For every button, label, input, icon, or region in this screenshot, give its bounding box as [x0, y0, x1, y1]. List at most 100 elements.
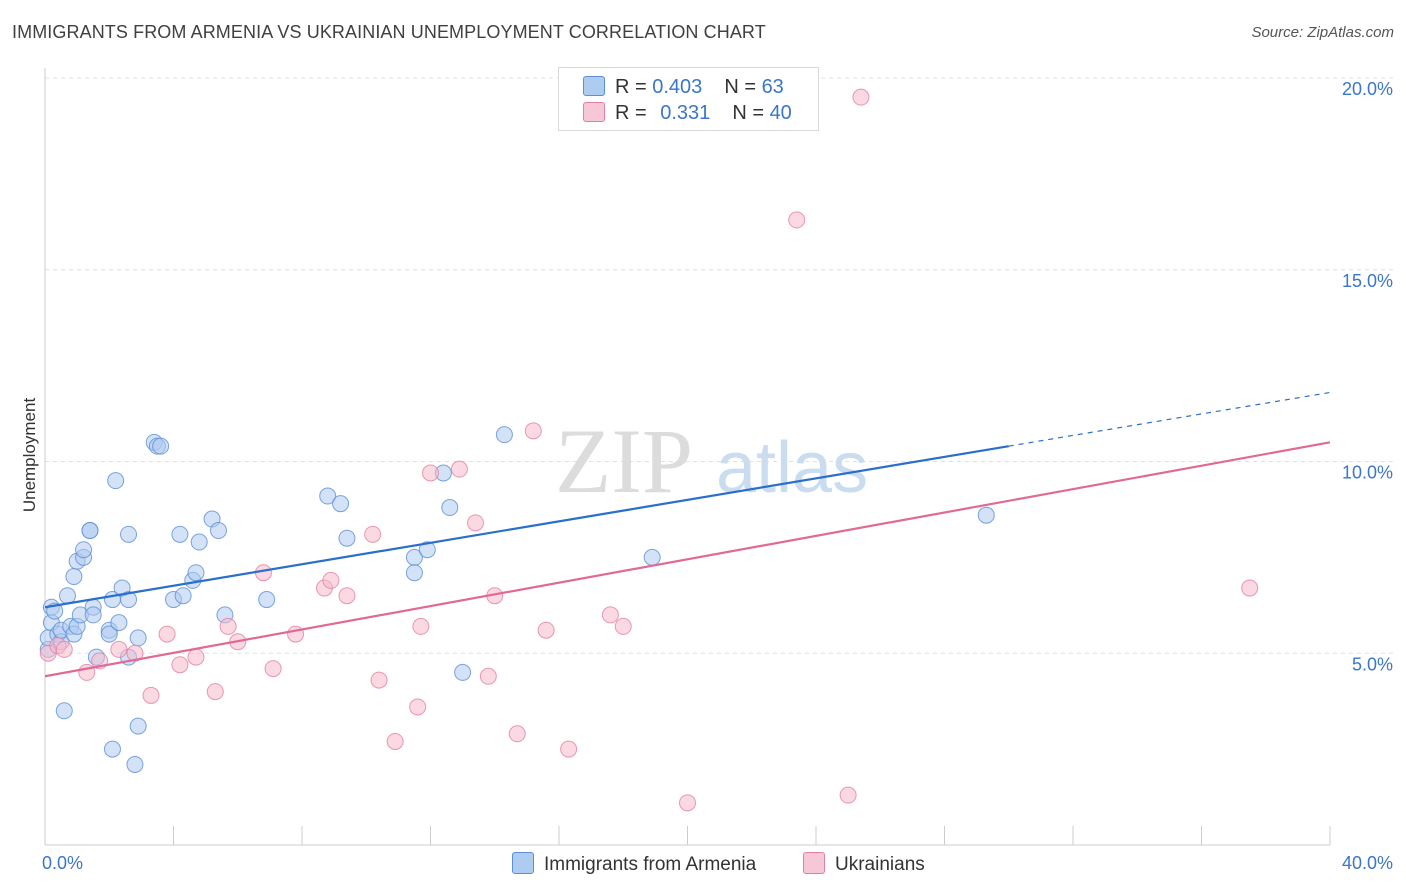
data-point-armenia [338, 529, 356, 547]
data-point-armenia [129, 717, 147, 735]
data-point-armenia [75, 541, 93, 559]
data-point-armenia [81, 522, 99, 540]
chart-source: Source: ZipAtlas.com [1251, 24, 1394, 41]
data-point-ukrainians [219, 617, 237, 635]
data-point-ukrainians [537, 621, 555, 639]
data-point-armenia [405, 564, 423, 582]
data-point-armenia [120, 591, 138, 609]
data-point-ukrainians [614, 617, 632, 635]
bottom-legend-armenia: Immigrants from Armenia [512, 852, 756, 876]
legend-n-value: 63 [761, 76, 784, 98]
data-point-ukrainians [409, 698, 427, 716]
data-point-armenia [107, 472, 125, 490]
y-tick-label: 10.0% [1342, 463, 1393, 483]
data-point-armenia [643, 548, 661, 566]
legend-n-label: N = [732, 102, 770, 124]
data-point-armenia [441, 499, 459, 517]
bottom-legend-ukrainians: Ukrainians [803, 852, 925, 876]
data-point-ukrainians [171, 656, 189, 674]
data-point-armenia [120, 525, 138, 543]
legend-r-value: 0.331 [660, 102, 711, 124]
data-point-armenia [319, 487, 337, 505]
x-tick-label: 40.0% [1342, 853, 1393, 873]
data-point-armenia [103, 740, 121, 758]
data-point-ukrainians [386, 732, 404, 750]
trend-line-ukrainians [44, 441, 1331, 678]
data-point-ukrainians [852, 88, 870, 106]
data-points [39, 88, 1259, 812]
data-point-ukrainians [338, 587, 356, 605]
y-tick-label: 5.0% [1352, 654, 1393, 674]
watermark-zip: ZIP [555, 410, 693, 512]
data-point-ukrainians [206, 683, 224, 701]
data-point-ukrainians [560, 740, 578, 758]
data-point-armenia [129, 629, 147, 647]
data-point-armenia [332, 495, 350, 513]
y-tick-label: 15.0% [1342, 271, 1393, 291]
chart-title: IMMIGRANTS FROM ARMENIA VS UKRAINIAN UNE… [12, 22, 766, 42]
axes [44, 68, 1331, 846]
data-point-armenia [190, 533, 208, 551]
bottom-legend-swatch-ukrainians [803, 852, 825, 874]
data-point-armenia [84, 606, 102, 624]
legend-r-label: R = [615, 102, 653, 124]
stats-legend-row-ukrainians: R = 0.331 N = 40 [583, 102, 792, 126]
data-point-ukrainians [110, 640, 128, 658]
data-point-armenia [418, 541, 436, 559]
data-point-armenia [126, 755, 144, 773]
data-point-ukrainians [1241, 579, 1259, 597]
data-point-ukrainians [450, 460, 468, 478]
watermark-atlas: atlas [716, 428, 868, 508]
stats-legend: R = 0.403 N = 63 R = 0.331 N = 40 [558, 67, 819, 131]
data-point-armenia [209, 522, 227, 540]
data-point-armenia [454, 663, 472, 681]
data-point-ukrainians [55, 640, 73, 658]
data-point-armenia [171, 525, 189, 543]
trend-lines [44, 391, 1331, 678]
data-point-ukrainians [479, 667, 497, 685]
data-point-ukrainians [364, 525, 382, 543]
legend-r-label: R = [615, 76, 653, 98]
data-point-armenia [65, 568, 83, 586]
data-point-ukrainians [322, 571, 340, 589]
bottom-legend-label-armenia: Immigrants from Armenia [544, 854, 757, 875]
data-point-ukrainians [187, 648, 205, 666]
legend-n-label: N = [724, 76, 762, 98]
data-point-ukrainians [412, 617, 430, 635]
grid-lines [45, 77, 1395, 654]
data-point-ukrainians [370, 671, 388, 689]
data-point-armenia [58, 587, 76, 605]
data-point-ukrainians [466, 514, 484, 532]
data-point-ukrainians [142, 686, 160, 704]
data-point-armenia [187, 564, 205, 582]
data-point-armenia [100, 625, 118, 643]
data-point-ukrainians [264, 660, 282, 678]
data-point-armenia [495, 426, 513, 444]
data-point-ukrainians [839, 786, 857, 804]
legend-n-value: 40 [769, 102, 792, 124]
trend-line-armenia-extension [1008, 391, 1331, 447]
tick-labels: 5.0% 10.0% 15.0% 20.0% 0.0% 40.0% [42, 79, 1393, 873]
data-point-armenia [55, 702, 73, 720]
bottom-legend-swatch-armenia [512, 852, 534, 874]
data-point-ukrainians [287, 625, 305, 643]
legend-swatch-armenia [583, 76, 605, 96]
data-point-armenia [152, 437, 170, 455]
bottom-legend-label-ukrainians: Ukrainians [835, 854, 925, 875]
x-tick-label: 0.0% [42, 853, 83, 873]
y-tick-label: 20.0% [1342, 79, 1393, 99]
data-point-ukrainians [126, 644, 144, 662]
data-point-ukrainians [788, 211, 806, 229]
data-point-armenia [174, 587, 192, 605]
watermark: ZIP atlas [555, 410, 868, 512]
legend-swatch-ukrainians [583, 102, 605, 122]
stats-legend-row-armenia: R = 0.403 N = 63 [583, 76, 784, 100]
legend-r-value: 0.403 [652, 76, 703, 98]
data-point-armenia [977, 506, 995, 524]
data-point-armenia [258, 591, 276, 609]
data-point-ukrainians [508, 725, 526, 743]
trend-line-armenia [44, 445, 1009, 609]
data-point-ukrainians [158, 625, 176, 643]
data-point-armenia [110, 614, 128, 632]
